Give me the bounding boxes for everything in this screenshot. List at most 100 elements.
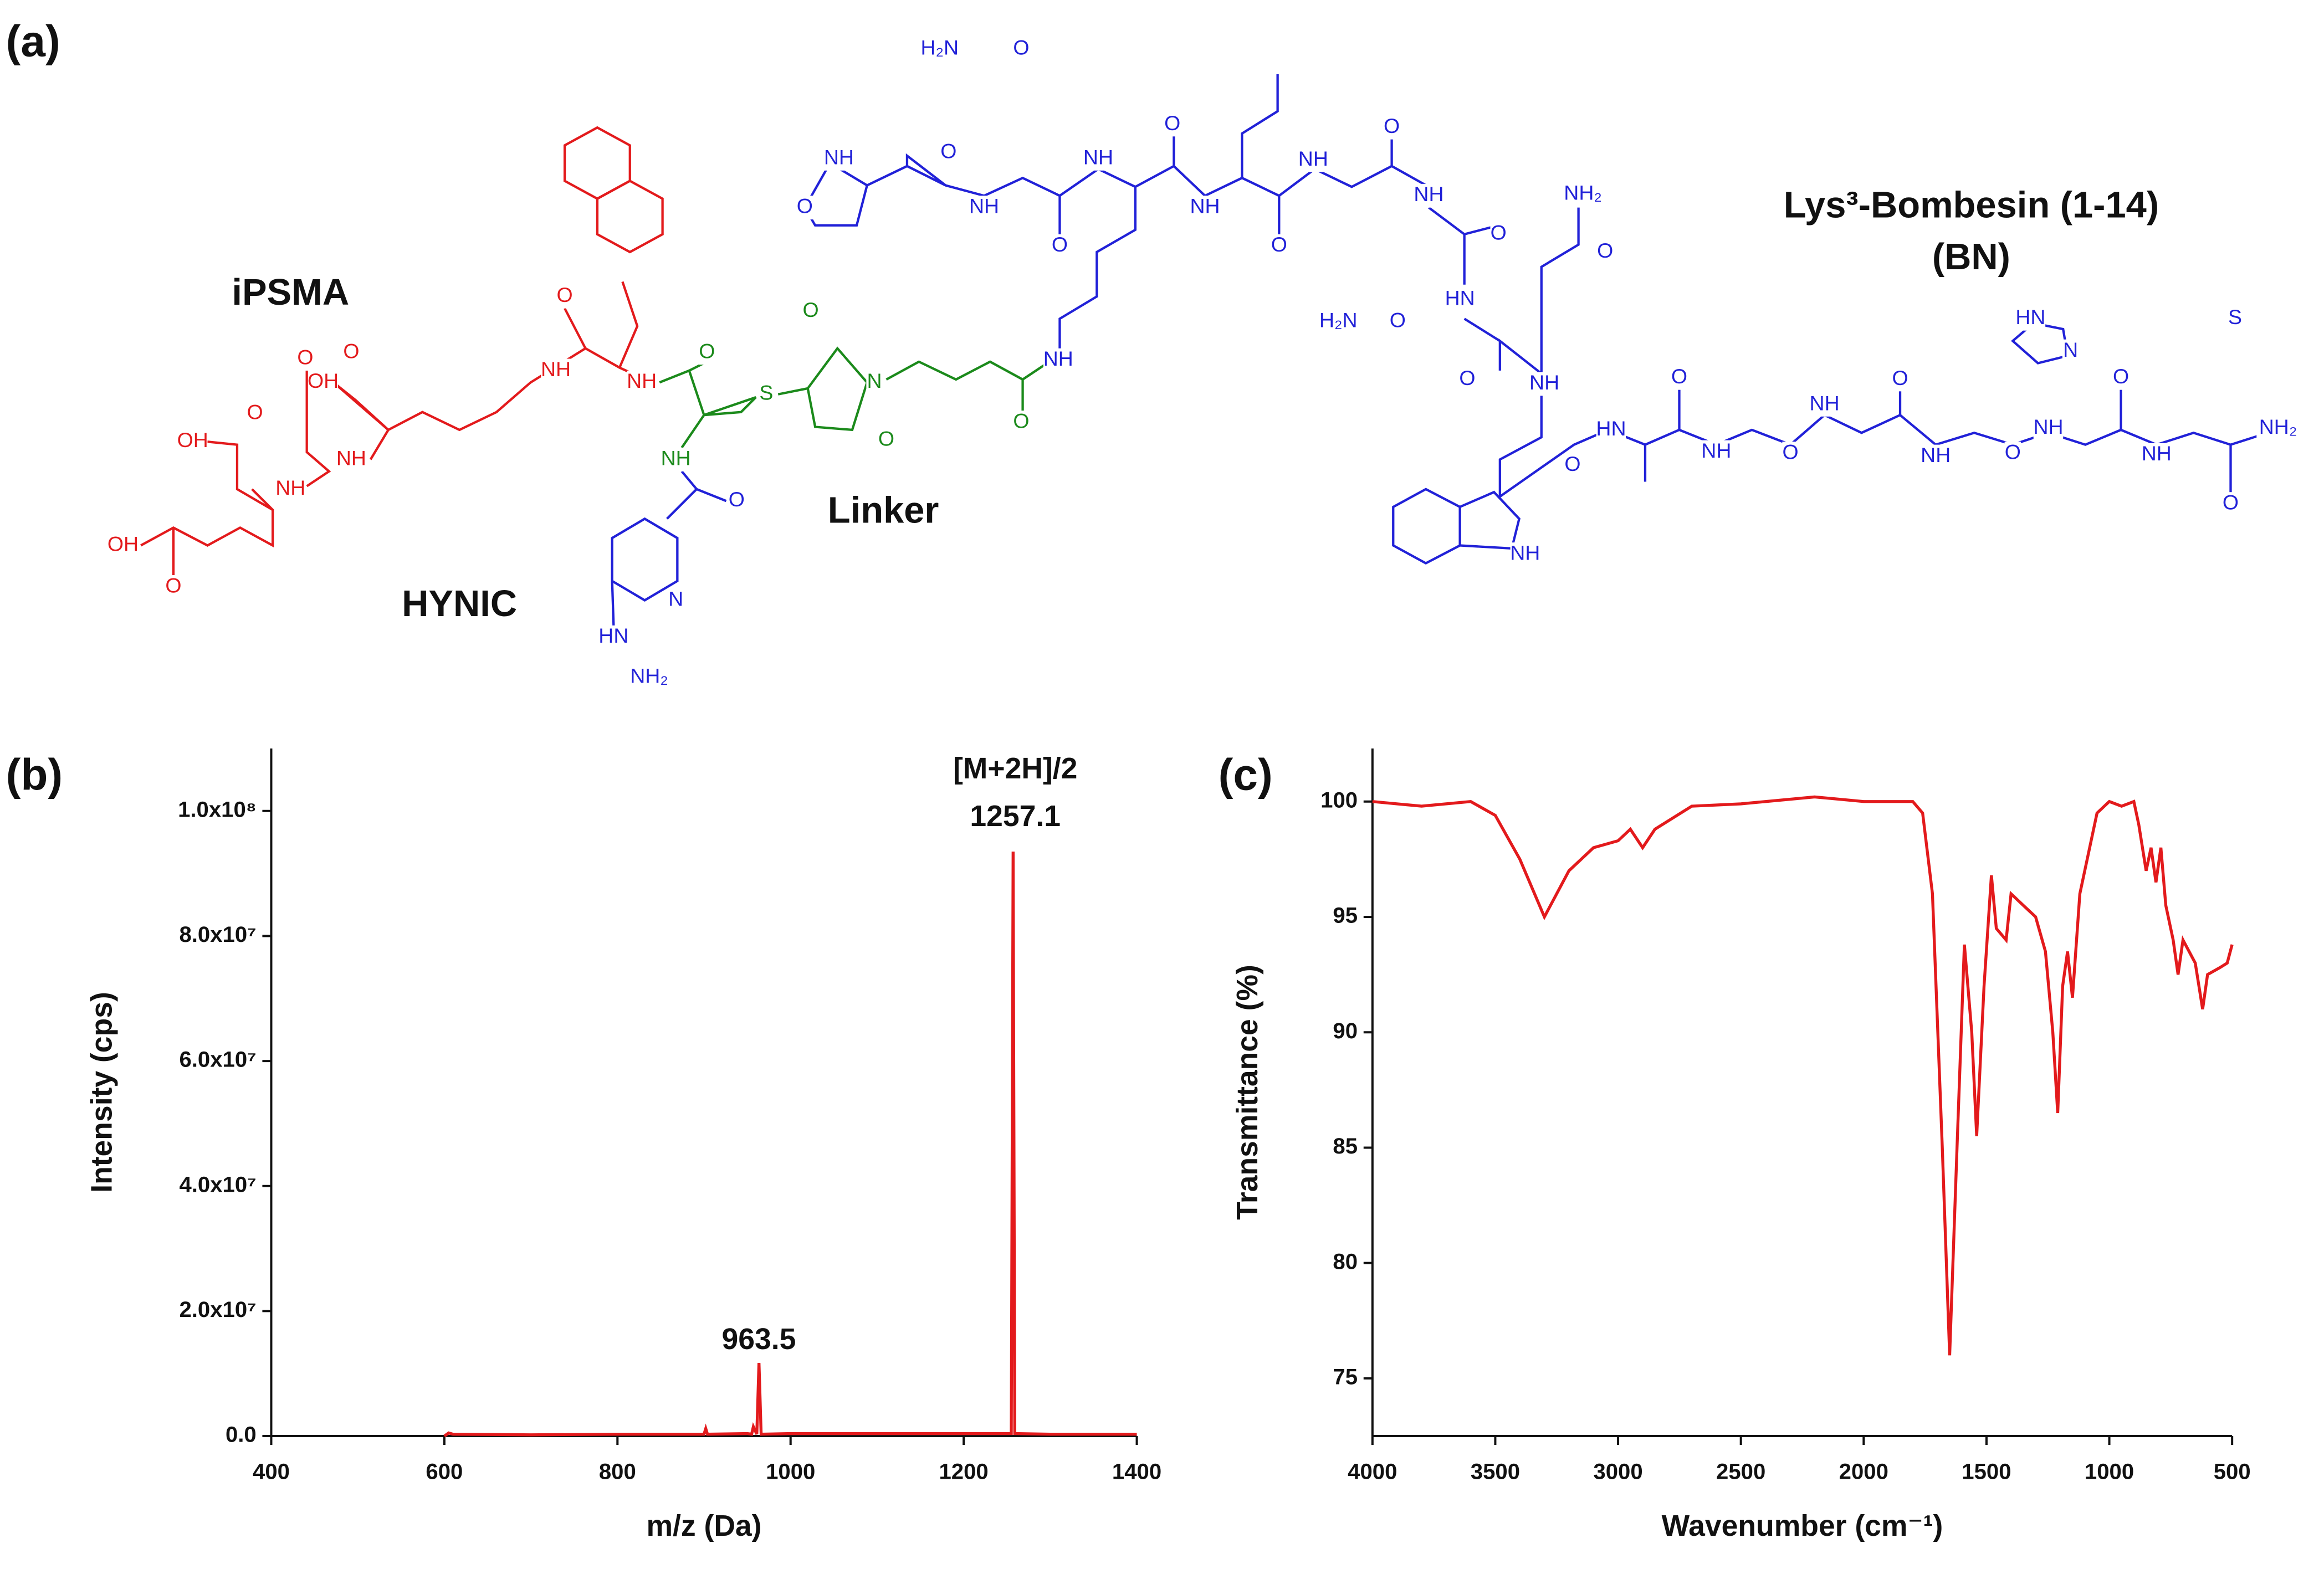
bond (611, 581, 615, 626)
bond (777, 387, 808, 396)
atom-label: NH (824, 145, 854, 168)
y-tick-label: 85 (1333, 1134, 1358, 1158)
bond (207, 440, 274, 511)
atom-label: O (1052, 233, 1068, 256)
atom-label: H₂N (1319, 309, 1358, 332)
atom-label: O (1384, 114, 1400, 137)
atom-mask (627, 665, 671, 689)
panel-label: (a) (6, 17, 60, 66)
atom-mask (2033, 416, 2064, 440)
atom-label: NH (969, 194, 999, 218)
atom-mask (556, 284, 573, 309)
atom-mask (1445, 288, 1475, 311)
bond (618, 281, 639, 368)
x-tick-label: 800 (599, 1459, 636, 1484)
atom-label: O (1491, 221, 1507, 244)
atom-label: O (699, 340, 715, 363)
atom-label: OH (308, 369, 339, 392)
atom-label: N (867, 369, 882, 392)
x-tick-label: 500 (2214, 1459, 2251, 1484)
annotation: [M+2H]/2 (953, 752, 1077, 785)
atom-label: OH (177, 428, 208, 452)
atom-mask (1013, 411, 1030, 434)
data-line (443, 852, 1137, 1438)
x-tick-label: 2000 (1839, 1459, 1888, 1484)
atom-mask (866, 370, 883, 394)
atom-mask (1490, 222, 1507, 247)
y-tick-label: 2.0x10⁷ (179, 1297, 256, 1322)
atom-label: O (1671, 365, 1687, 388)
data-line (1372, 795, 2234, 1356)
atom-mask (758, 382, 775, 407)
atom-label: O (165, 573, 181, 597)
atom-mask (2062, 339, 2079, 363)
atom-label: N (668, 587, 683, 610)
atom-label: NH₂ (630, 664, 668, 687)
y-tick-label: 4.0x10⁷ (179, 1172, 256, 1197)
atom-mask (2112, 366, 2130, 390)
atom-mask (1701, 440, 1732, 464)
atom-label: NH (1701, 439, 1731, 462)
atom-label: HN (1596, 417, 1626, 440)
y-tick-label: 1.0x10⁸ (178, 797, 257, 822)
bond (666, 470, 727, 520)
x-tick-label: 400 (253, 1459, 290, 1484)
atom-label: O (1013, 35, 1029, 59)
atom-mask (1298, 148, 1328, 172)
atom-label: O (2223, 491, 2239, 514)
atom-mask (1561, 182, 1605, 206)
atom-mask (1083, 147, 1113, 171)
atom-label: O (557, 283, 573, 306)
atom-mask (1459, 367, 1476, 392)
atom-mask (598, 625, 629, 649)
atom-label: O (1892, 366, 1908, 389)
x-tick-label: 3500 (1471, 1459, 1520, 1484)
atom-mask (1383, 115, 1400, 140)
atom-label: NH (1510, 541, 1540, 564)
annotation: 963.5 (722, 1323, 796, 1356)
atom-label: O (1013, 409, 1029, 432)
y-tick-label: 100 (1320, 787, 1358, 812)
atom-label: N (2063, 338, 2078, 361)
y-tick-label: 8.0x10⁷ (179, 922, 256, 947)
atom-mask (878, 428, 895, 453)
x-tick-label: 600 (426, 1459, 463, 1484)
atom-label: NH (1529, 371, 1559, 394)
y-axis-title: Transmittance (%) (1231, 965, 1264, 1220)
atom-mask (1782, 442, 1799, 466)
y-tick-label: 75 (1333, 1365, 1358, 1390)
atom-mask (2226, 306, 2244, 331)
y-axis-title: Intensity (cps) (85, 992, 118, 1193)
group-label: (BN) (1932, 236, 2010, 278)
atom-label: NH (1298, 147, 1328, 170)
atom-mask (1921, 444, 1951, 469)
atom-mask (1389, 310, 1406, 334)
atom-mask (2256, 416, 2300, 440)
ring (596, 180, 664, 254)
atom-mask (308, 370, 338, 394)
atom-label: NH (541, 357, 571, 381)
x-tick-label: 1400 (1112, 1459, 1161, 1484)
x-tick-label: 2500 (1716, 1459, 1765, 1484)
x-tick-label: 1000 (766, 1459, 815, 1484)
atom-mask (1414, 183, 1444, 208)
atom-label: O (1459, 366, 1475, 389)
atom-label: NH (1810, 391, 1840, 414)
atom-mask (343, 341, 360, 365)
atom-mask (728, 489, 745, 513)
atom-label: OH (108, 532, 139, 555)
x-tick-label: 4000 (1348, 1459, 1397, 1484)
atom-mask (1809, 393, 1840, 417)
atom-label: O (803, 298, 819, 321)
atom-mask (2142, 443, 2172, 467)
atom-label: NH₂ (2259, 415, 2297, 438)
atom-label: O (1783, 440, 1799, 464)
atom-mask (1164, 112, 1181, 137)
atom-label: NH (1083, 145, 1113, 168)
atom-label: NH (1414, 182, 1443, 206)
atom-mask (247, 402, 263, 425)
atom-mask (802, 299, 819, 324)
bond (885, 360, 1046, 412)
atom-mask (969, 196, 999, 220)
